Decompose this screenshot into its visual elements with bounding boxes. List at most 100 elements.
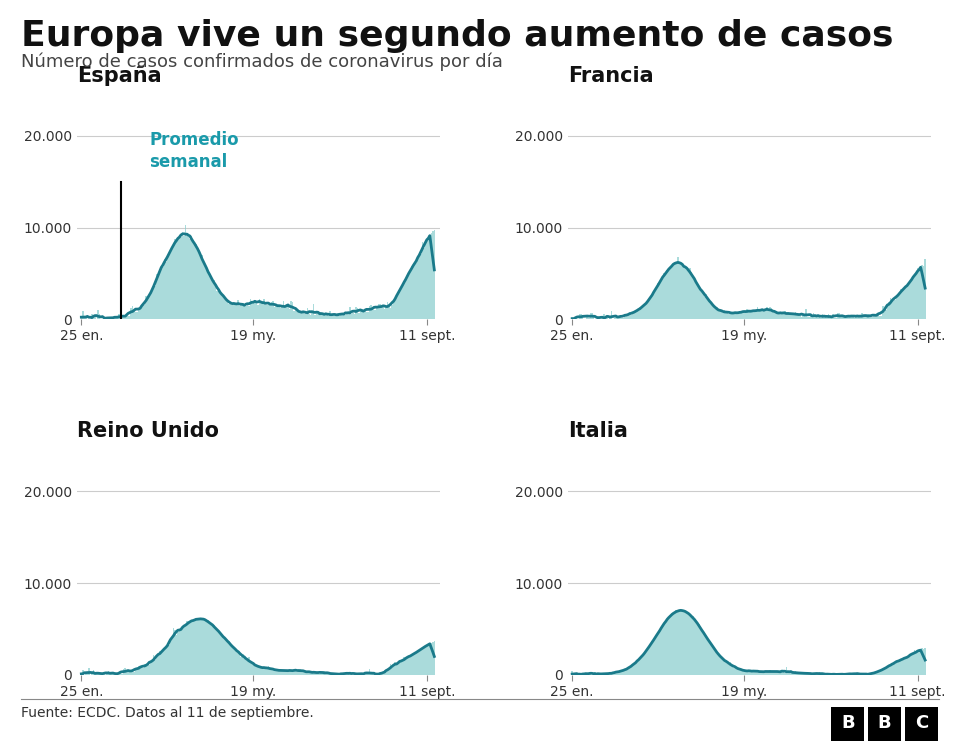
Bar [700,628,701,675]
Bar [173,245,174,320]
Text: Promedio
semanal: Promedio semanal [150,131,239,172]
Bar [176,635,178,675]
Bar [634,312,635,320]
Bar [368,312,369,320]
Bar [387,670,389,675]
Bar [279,308,281,320]
Bar [648,647,650,675]
Bar [704,635,706,675]
Bar [350,314,352,320]
Bar [746,309,748,320]
Bar [882,307,883,320]
Bar [619,670,621,675]
Bar [273,301,274,320]
Bar [621,318,623,320]
Bar [725,661,727,675]
Bar [862,316,864,320]
Bar [358,674,360,675]
Bar [160,652,162,675]
Bar [635,312,636,320]
Bar [683,610,684,675]
Bar [615,673,616,675]
Bar [427,644,429,675]
Bar [851,315,852,320]
Bar [170,640,171,675]
Bar [869,315,870,320]
Bar [109,318,110,320]
Bar [692,276,693,320]
Bar [431,233,432,320]
Bar [887,306,888,320]
Bar [421,649,423,675]
Bar [179,628,180,675]
Bar [349,308,350,320]
Bar [758,671,760,675]
Bar [389,670,390,675]
Bar [644,306,645,320]
Bar [209,623,210,675]
Bar [286,670,287,675]
Bar [332,674,334,675]
Bar [885,310,887,320]
Bar [900,289,901,320]
Bar [395,662,396,675]
Bar [176,241,178,320]
Bar [778,672,780,675]
Bar [588,319,589,320]
Bar [684,267,686,320]
Bar [255,302,257,320]
Bar [368,674,369,675]
Bar [859,316,861,320]
Bar [290,301,292,320]
Bar [144,664,146,675]
Bar [650,297,651,320]
Bar [292,302,294,320]
Bar [405,658,406,675]
Bar [136,312,138,320]
Bar [805,673,806,675]
Bar [184,626,186,675]
Bar [787,312,788,320]
Bar [390,308,392,320]
Bar [668,616,669,675]
Bar [326,314,328,320]
Bar [149,664,150,675]
Bar [149,295,150,320]
Bar [392,668,393,675]
Bar [178,239,179,320]
Bar [635,663,636,675]
Bar [99,674,100,675]
Bar [237,300,239,320]
Bar [403,280,405,320]
Bar [639,659,640,675]
Bar [637,660,639,675]
Bar [393,300,395,320]
Bar [735,668,737,675]
Bar [168,645,170,675]
Bar [167,646,168,675]
Bar [626,314,627,320]
Bar [363,674,364,675]
Bar [273,670,274,675]
Bar [417,259,419,320]
Bar [378,304,379,320]
Bar [775,672,777,675]
Bar [651,641,653,675]
Bar [785,315,787,320]
Bar [302,312,304,320]
Bar [278,307,279,320]
Bar [262,301,263,320]
Bar [289,670,290,675]
Bar [615,315,616,320]
Bar [689,268,690,320]
Bar [849,315,851,320]
Bar [236,304,237,320]
Bar [128,672,129,675]
Bar [274,307,276,320]
Bar [420,649,421,675]
Bar [325,314,326,320]
Bar [189,239,191,320]
Bar [133,671,135,675]
Bar [653,292,655,320]
Bar [417,652,419,675]
